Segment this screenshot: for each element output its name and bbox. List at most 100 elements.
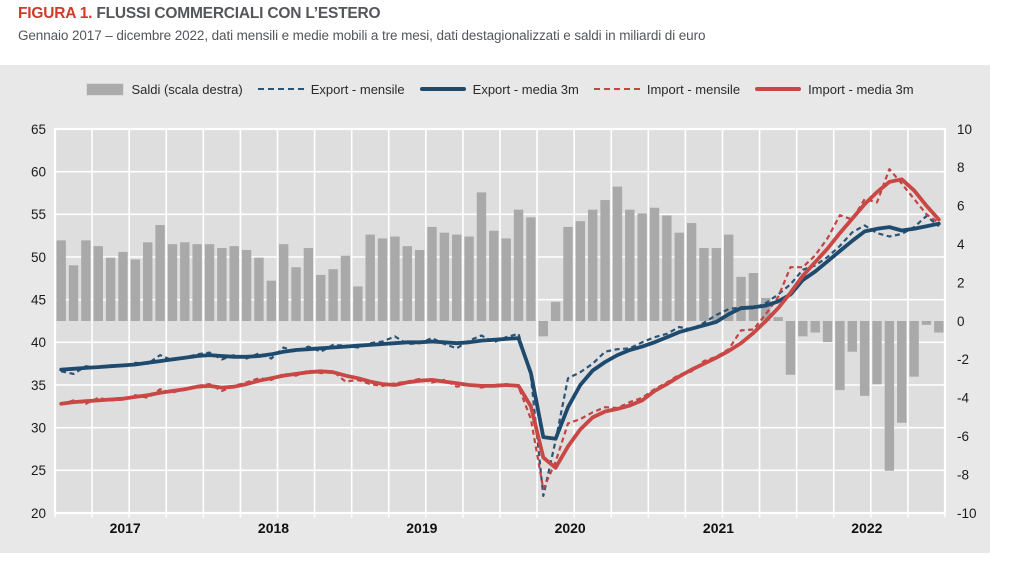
legend-item-export-media-3m: Export - media 3m <box>419 81 579 97</box>
figure-title: FIGURA 1. FLUSSI COMMERCIALI CON L’ESTER… <box>18 5 1014 23</box>
left-axis-tick-label: 60 <box>31 164 46 179</box>
saldi-bar <box>575 221 586 321</box>
saldi-bar <box>649 207 660 321</box>
figure-header: FIGURA 1. FLUSSI COMMERCIALI CON L’ESTER… <box>18 5 1014 43</box>
saldi-bar <box>365 234 375 321</box>
saldi-bar <box>353 286 363 321</box>
figure-title-text: FLUSSI COMMERCIALI CON L’ESTERO <box>92 5 381 22</box>
saldi-bar <box>884 321 895 471</box>
saldi-bar <box>538 321 548 337</box>
saldi-bar <box>810 321 820 333</box>
right-axis-tick-label: -6 <box>957 429 969 444</box>
import-media-3m-line <box>59 177 941 470</box>
right-axis-tick-label: 4 <box>957 237 965 252</box>
saldi-bar <box>303 248 314 321</box>
saldi-bar <box>600 200 610 321</box>
saldi-bar <box>402 246 412 321</box>
saldi-bar <box>291 267 301 321</box>
saldi-bar <box>130 259 141 321</box>
saldi-bar <box>612 186 623 321</box>
legend-label-import-mensile: Import - mensile <box>646 81 741 97</box>
left-axis-tick-label: 55 <box>31 207 46 222</box>
right-axis-tick-label: 10 <box>957 122 972 137</box>
saldi-bar <box>143 242 153 321</box>
figure-subtitle: Gennaio 2017 – dicembre 2022, dati mensi… <box>18 28 706 43</box>
saldi-bar <box>241 249 252 321</box>
import-mensile-swatch-icon <box>593 88 640 90</box>
saldi-bar <box>761 297 771 321</box>
saldi-bar <box>637 213 647 321</box>
saldi-bar <box>526 217 536 321</box>
saldi-bar <box>773 317 783 321</box>
saldi-bar <box>93 246 103 321</box>
left-axis-tick-label: 45 <box>31 292 46 307</box>
saldi-bar <box>414 249 425 321</box>
left-axis-tick-label: 35 <box>31 378 46 393</box>
saldi-bar <box>489 230 499 321</box>
saldi-bar <box>711 248 722 321</box>
saldi-bar <box>266 280 277 321</box>
import-media-3m-swatch-icon <box>755 87 802 91</box>
saldi-bar <box>254 257 264 321</box>
saldi-bar <box>550 301 561 321</box>
right-axis-tick-label: 0 <box>957 314 965 329</box>
saldi-bar <box>835 321 845 391</box>
saldi-bar <box>785 321 796 375</box>
saldi-bar <box>563 226 573 321</box>
saldi-bar <box>180 242 190 321</box>
saldi-bar <box>377 238 388 321</box>
saldi-bar <box>897 321 907 423</box>
saldi-bar <box>390 236 400 321</box>
right-axis-tick-label: -10 <box>957 506 977 521</box>
figure-number: FIGURA 1. <box>18 5 93 22</box>
trade-flows-chart: 656055504540353025201086420-2-4-6-8-1020… <box>31 122 977 536</box>
chart-legend: Saldi (scala destra) Export - mensile Expo… <box>55 78 945 100</box>
legend-item-import-media-3m: Import - media 3m <box>755 81 914 97</box>
saldi-bar <box>217 248 227 321</box>
saldi-bar <box>340 255 351 321</box>
legend-label-export-media-3m: Export - media 3m <box>472 81 579 97</box>
year-label: 2018 <box>258 520 289 536</box>
year-label: 2022 <box>851 520 882 536</box>
saldi-bar <box>686 223 697 321</box>
left-axis-tick-label: 40 <box>31 335 46 350</box>
saldi-bar <box>859 321 870 396</box>
saldi-bar <box>229 246 239 321</box>
saldi-bar <box>723 234 734 321</box>
saldi-bar <box>68 265 79 321</box>
legend-label-export-mensile: Export - mensile <box>310 81 405 97</box>
saldi-bar <box>921 321 932 325</box>
legend-label-import-media-3m: Import - media 3m <box>808 81 914 97</box>
saldi-bar <box>699 248 709 321</box>
saldi-bar <box>427 226 437 321</box>
right-axis-tick-label: -2 <box>957 352 969 367</box>
legend-item-export-mensile: Export - mensile <box>257 81 405 97</box>
saldi-bar <box>588 209 598 321</box>
saldi-bar <box>452 234 462 321</box>
legend-label-saldi: Saldi (scala destra) <box>131 81 243 97</box>
saldi-bar <box>513 209 524 321</box>
left-axis-tick-label: 20 <box>31 506 46 521</box>
saldi-bar <box>105 257 116 321</box>
left-axis-tick-label: 65 <box>31 122 46 137</box>
saldi-bar <box>192 244 202 321</box>
saldi-bar <box>81 240 91 321</box>
saldi-bar <box>118 251 128 321</box>
export-media-3m-swatch-icon <box>419 87 466 91</box>
saldi-bar <box>501 238 511 321</box>
legend-item-import-mensile: Import - mensile <box>593 81 741 97</box>
export-mensile-swatch-icon <box>257 88 304 90</box>
saldi-bar <box>674 232 684 321</box>
saldi-bar <box>56 240 66 321</box>
left-axis-tick-label: 25 <box>31 463 46 478</box>
saldi-bar <box>204 244 215 321</box>
right-axis-tick-label: -4 <box>957 391 969 406</box>
saldi-bar <box>625 209 635 321</box>
saldi-bar <box>316 274 326 321</box>
right-axis-tick-label: 2 <box>957 275 965 290</box>
left-axis-tick-label: 50 <box>31 250 46 265</box>
saldi-bar <box>822 321 833 343</box>
saldi-bar <box>278 244 289 321</box>
saldi-bar <box>748 273 759 321</box>
saldi-bar <box>328 269 338 321</box>
